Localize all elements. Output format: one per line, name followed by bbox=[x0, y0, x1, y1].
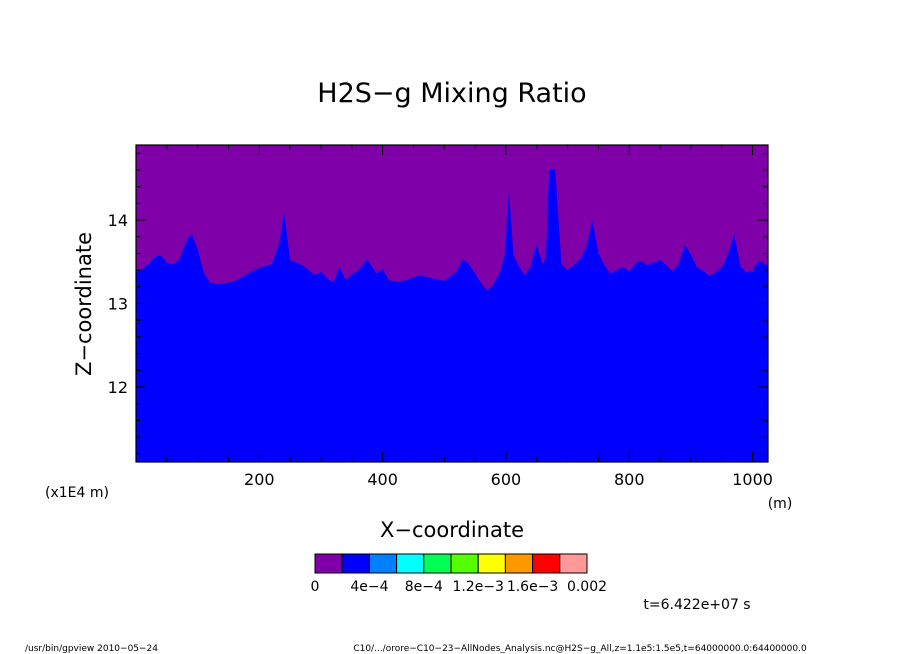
x-tick-label: 1000 bbox=[732, 470, 773, 489]
colorbar-swatch bbox=[314, 553, 343, 574]
colorbar-swatch bbox=[341, 553, 370, 574]
x-tick-label: 400 bbox=[367, 470, 398, 489]
colorbar-swatch bbox=[559, 553, 588, 574]
plot-frame bbox=[135, 144, 769, 463]
plot-area bbox=[135, 144, 769, 463]
x-tick-labels: 200 400 600 800 1000 bbox=[244, 470, 773, 489]
y-tick-marks bbox=[136, 152, 768, 455]
colorbar-label: 0 bbox=[311, 579, 320, 595]
x-tick-marks bbox=[166, 145, 754, 462]
x-axis-label: X−coordinate bbox=[380, 518, 524, 542]
colorbar-label: 4e−4 bbox=[350, 579, 388, 595]
y-tick-label: 13 bbox=[108, 295, 128, 314]
colorbar-label: 0.002 bbox=[567, 579, 607, 595]
colorbar-swatch bbox=[477, 553, 506, 574]
colorbar-label: 8e−4 bbox=[405, 579, 443, 595]
y-tick-labels: 12 13 14 bbox=[108, 211, 128, 397]
colorbar-label: 1.6e−3 bbox=[507, 579, 559, 595]
colorbar-swatch bbox=[368, 553, 398, 574]
footer-right: C10/.../orore−C10−23−AllNodes_Analysis.n… bbox=[353, 644, 807, 654]
colorbar-swatch bbox=[396, 553, 425, 574]
x-axis-unit: (m) bbox=[768, 496, 793, 512]
colorbar-swatch bbox=[532, 553, 561, 574]
footer-left: /usr/bin/gpview 2010−05−24 bbox=[25, 644, 158, 654]
colorbar-swatch bbox=[504, 553, 534, 574]
y-axis-label: Z−coordinate bbox=[72, 232, 96, 376]
colorbar-swatch bbox=[423, 553, 452, 574]
colorbar bbox=[314, 553, 588, 574]
x-tick-label: 200 bbox=[244, 470, 275, 489]
y-axis-unit: (x1E4 m) bbox=[45, 485, 109, 501]
y-tick-label: 14 bbox=[108, 211, 128, 230]
lower-region bbox=[136, 168, 768, 462]
colorbar-label: 1.2e−3 bbox=[452, 579, 504, 595]
chart-title: H2S−g Mixing Ratio bbox=[317, 78, 586, 109]
colorbar-swatch bbox=[450, 553, 479, 574]
y-tick-label: 12 bbox=[108, 378, 128, 397]
x-tick-label: 800 bbox=[614, 470, 645, 489]
time-label: t=6.422e+07 s bbox=[643, 597, 750, 613]
colorbar-labels: 0 4e−4 8e−4 1.2e−3 1.6e−3 0.002 bbox=[311, 579, 608, 595]
x-tick-label: 600 bbox=[491, 470, 522, 489]
